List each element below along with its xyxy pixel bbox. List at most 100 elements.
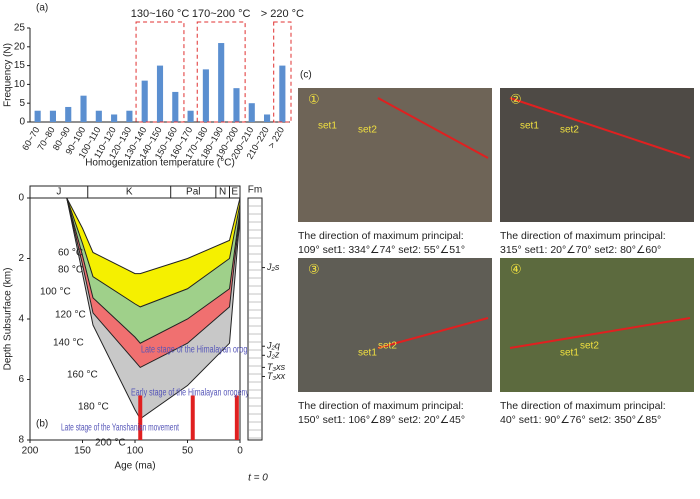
column-title: Fm [248, 185, 262, 196]
panel-label: (a) [36, 3, 48, 14]
isotherm-label: 160 °C [67, 370, 98, 381]
bar [49, 110, 56, 122]
period-label: N [219, 187, 226, 198]
isotherm-label: 60 °C [58, 248, 83, 259]
caption-orientation: 315° set1: 20°∠70° set2: 80°∠60° [500, 244, 661, 256]
isotherm-label: 200 °C [95, 438, 126, 449]
horizon-line [66, 197, 241, 275]
isotherm-label: 80 °C [58, 265, 83, 276]
y-axis-label: Frequency (N) [3, 43, 14, 107]
layer-fill [66, 198, 240, 368]
x-tick-label: 50 [182, 446, 194, 457]
formation-label: J₂q [266, 341, 280, 351]
layer-fill [66, 198, 240, 307]
layer-fill [66, 198, 240, 344]
bar [95, 110, 102, 122]
caption-orientation: 40° set1: 90°∠76° set2: 350°∠85° [500, 414, 661, 426]
bar [141, 80, 148, 122]
annotation: > 220 °C [261, 8, 304, 20]
y-tick-label: 2 [18, 253, 24, 264]
bar [126, 110, 133, 122]
set1-label: set1 [560, 348, 579, 359]
x-axis-label: Age (ma) [114, 461, 155, 472]
y-tick-label: 6 [18, 374, 24, 385]
fracture-line [377, 317, 489, 349]
period-label: Pal [186, 187, 200, 198]
bar [202, 69, 209, 122]
stage-label: Late stage of the Himalayan orogeny [141, 345, 259, 356]
photo-number: ① [308, 91, 320, 106]
fracture-line [509, 97, 691, 159]
photo [500, 88, 694, 222]
bar [172, 91, 179, 122]
set1-label: set1 [358, 348, 377, 359]
y-tick-label: 0 [19, 117, 25, 128]
y-axis-label: Depth Subsurface (km) [3, 268, 14, 371]
x-tick-label: 100 [127, 446, 144, 457]
bar [233, 88, 240, 122]
caption-orientation: 109° set1: 334°∠74° set2: 55°∠51° [298, 244, 465, 256]
bar [264, 114, 271, 122]
y-tick-label: 8 [18, 435, 24, 446]
x-tick-label: 200 [22, 446, 39, 457]
set2-label: set2 [560, 125, 579, 136]
set2-label: set2 [358, 125, 377, 136]
column [247, 197, 263, 441]
frame [29, 185, 241, 199]
annotation: 170~200 °C [192, 8, 251, 20]
caption: The direction of maximum principal: [500, 400, 666, 412]
horizon-line [66, 197, 241, 369]
fracture-line [509, 317, 691, 349]
caption: The direction of maximum principal: [500, 230, 666, 242]
caption-orientation: 150° set1: 106°∠89° set2: 20°∠45° [298, 414, 465, 426]
isotherm-label: 120 °C [55, 310, 86, 321]
horizon-line [66, 197, 241, 344]
bar [80, 95, 87, 122]
fracture-line [377, 97, 489, 159]
period-label: J [56, 187, 61, 198]
x-tick-label: > 220 [266, 125, 286, 150]
isotherm-label: 100 °C [40, 287, 71, 298]
layer-fill [66, 198, 240, 419]
horizon-line [66, 197, 241, 308]
formation-label: T₃xx [267, 371, 286, 381]
isotherm-label: 140 °C [53, 338, 84, 349]
bar [187, 110, 194, 122]
y-tick-label: 25 [14, 23, 26, 34]
photo-number: ④ [510, 261, 522, 276]
set1-label: set1 [318, 121, 337, 132]
formation-label: J₂z [266, 350, 280, 360]
y-tick-label: 20 [14, 41, 26, 52]
y-tick-label: 15 [14, 60, 26, 71]
bar [156, 65, 164, 122]
stage-label: Late stage of the Yanshanian movement [61, 423, 179, 434]
stage-label: Early stage of the Himalayan orogeny [131, 388, 249, 399]
horizon-line [66, 197, 241, 420]
bar [65, 106, 72, 122]
panel-label: (b) [36, 419, 48, 430]
column-foot: t = 0 [248, 473, 268, 484]
isotherm-label: 180 °C [78, 402, 109, 413]
set1-label: set1 [520, 121, 539, 132]
bar [248, 103, 255, 122]
annotation: 130~160 °C [131, 8, 190, 20]
period-label: E [231, 187, 238, 198]
bar [279, 65, 286, 122]
photo-number: ③ [308, 261, 320, 276]
photo [500, 258, 694, 392]
x-tick-label: 150 [74, 446, 91, 457]
period-label: K [126, 187, 133, 198]
x-tick-label: 0 [237, 446, 243, 457]
caption: The direction of maximum principal: [298, 400, 464, 412]
set2-label: set2 [580, 341, 599, 352]
x-axis-label: Homogenization temperature (°C) [85, 158, 235, 169]
caption: The direction of maximum principal: [298, 230, 464, 242]
y-tick-label: 5 [19, 98, 25, 109]
set2-label: set2 [378, 341, 397, 352]
photo-number: ② [510, 91, 522, 106]
formation-label: T₃xs [267, 362, 286, 372]
y-tick-label: 4 [18, 314, 24, 325]
y-tick-label: 0 [18, 193, 24, 204]
highlight-box [273, 21, 292, 123]
